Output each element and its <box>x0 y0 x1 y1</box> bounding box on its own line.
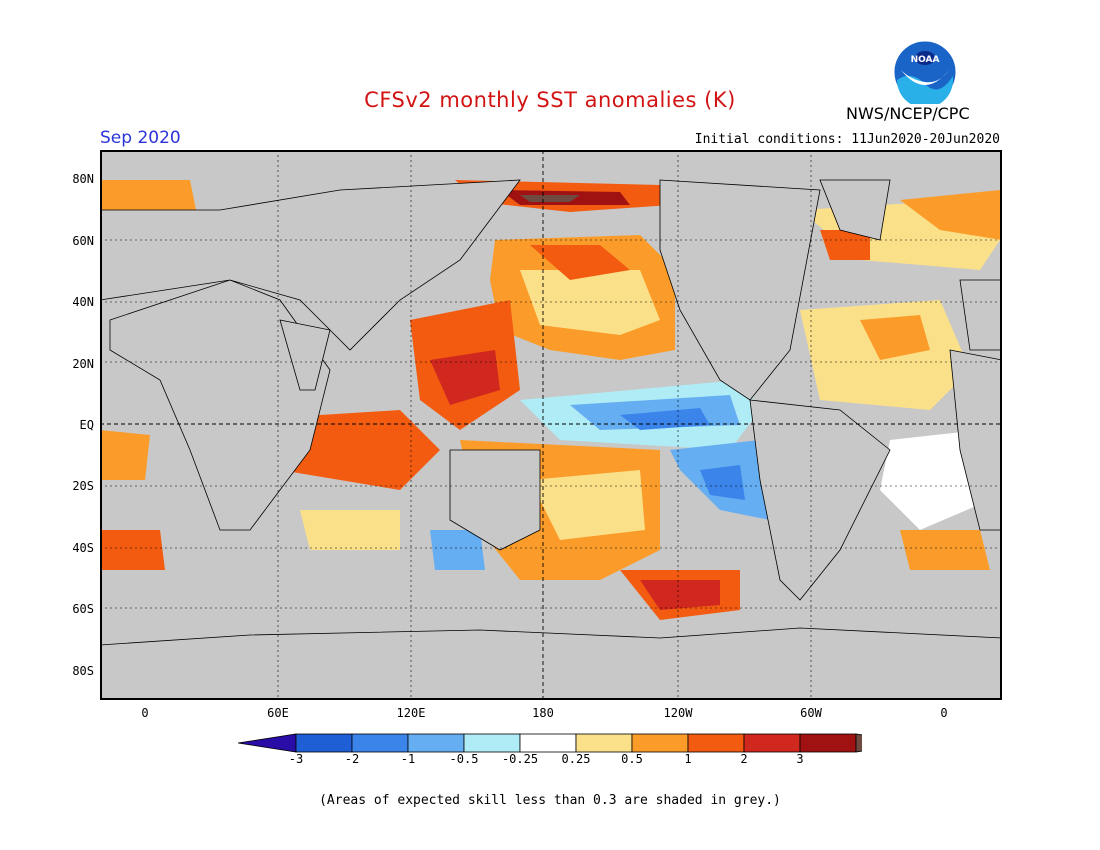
grid-lines <box>100 150 1002 700</box>
colorbar <box>238 733 862 753</box>
colorbar-min-arrow <box>238 733 297 753</box>
colorbar-segment <box>687 733 745 753</box>
forecast-month: Sep 2020 <box>100 128 181 148</box>
initial-conditions: Initial conditions: 11Jun2020-20Jun2020 <box>694 132 1000 147</box>
lat-label: 60S <box>72 602 94 616</box>
lon-label: 0 <box>940 706 948 720</box>
lat-label: 40S <box>72 541 94 555</box>
colorbar-segment <box>295 733 353 753</box>
colorbar-segment <box>351 733 409 753</box>
colorbar-label: -2 <box>344 752 360 766</box>
skill-note: (Areas of expected skill less than 0.3 a… <box>319 793 781 808</box>
lon-label: 0 <box>141 706 149 720</box>
sst-anomaly-map <box>100 150 1002 700</box>
colorbar-segment <box>519 733 577 753</box>
lon-label: 120E <box>396 706 426 720</box>
colorbar-segment <box>743 733 801 753</box>
colorbar-segment <box>463 733 521 753</box>
chart-title: CFSv2 monthly SST anomalies (K) <box>364 88 736 112</box>
colorbar-label: -0.25 <box>501 752 539 766</box>
lon-label: 60E <box>267 706 289 720</box>
agency-label: NWS/NCEP/CPC <box>846 104 970 123</box>
noaa-logo-icon: NOAA <box>893 40 957 104</box>
colorbar-max-arrow <box>855 733 862 753</box>
colorbar-label: -0.5 <box>449 752 479 766</box>
lon-label: 180 <box>532 706 554 720</box>
colorbar-label: -3 <box>288 752 304 766</box>
lat-label: 80S <box>72 664 94 678</box>
colorbar-segment <box>407 733 465 753</box>
svg-text:NOAA: NOAA <box>911 55 940 65</box>
lat-label: 20S <box>72 479 94 493</box>
lon-label: 60W <box>800 706 822 720</box>
colorbar-segment <box>575 733 633 753</box>
map-frame <box>100 150 1002 700</box>
lon-label: 120W <box>663 706 693 720</box>
colorbar-segment <box>631 733 689 753</box>
lat-label: 60N <box>72 234 94 248</box>
colorbar-segment <box>799 733 857 753</box>
lat-label: 20N <box>72 357 94 371</box>
lat-label: EQ <box>79 418 94 432</box>
colorbar-label: 0.5 <box>621 752 643 766</box>
colorbar-label: -1 <box>400 752 416 766</box>
lat-label: 40N <box>72 295 94 309</box>
land-outlines <box>100 179 1002 700</box>
colorbar-label: 1 <box>684 752 692 766</box>
lat-label: 80N <box>72 172 94 186</box>
colorbar-label: 2 <box>740 752 748 766</box>
colorbar-label: 3 <box>796 752 804 766</box>
colorbar-label: 0.25 <box>561 752 591 766</box>
